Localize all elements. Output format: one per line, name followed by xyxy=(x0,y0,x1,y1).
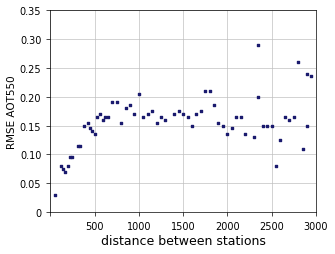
Point xyxy=(229,127,234,131)
Point xyxy=(291,115,296,119)
Point xyxy=(189,124,195,128)
Point xyxy=(136,92,141,97)
Point xyxy=(207,89,212,93)
Point xyxy=(92,133,97,137)
Point xyxy=(154,121,159,125)
Point xyxy=(123,107,128,111)
Point xyxy=(304,72,310,76)
Point xyxy=(242,133,248,137)
Point xyxy=(141,115,146,119)
Point xyxy=(163,118,168,122)
Point xyxy=(286,118,292,122)
Point xyxy=(60,167,65,171)
Point xyxy=(278,138,283,142)
Point xyxy=(65,164,71,168)
Point xyxy=(211,104,217,108)
Point xyxy=(203,89,208,93)
Point xyxy=(264,124,270,128)
Point xyxy=(67,156,72,160)
Point xyxy=(304,124,310,128)
Point xyxy=(181,113,186,117)
Point xyxy=(58,164,64,168)
Point xyxy=(282,115,287,119)
Point xyxy=(198,110,203,114)
Point xyxy=(78,144,83,148)
Point xyxy=(100,118,105,122)
Point xyxy=(132,113,137,117)
Point xyxy=(103,115,108,119)
X-axis label: distance between stations: distance between stations xyxy=(100,234,266,247)
Point xyxy=(97,113,103,117)
Point xyxy=(238,115,243,119)
Point xyxy=(300,147,305,151)
Point xyxy=(295,61,301,65)
Point xyxy=(70,156,75,160)
Point xyxy=(94,115,100,119)
Point xyxy=(105,115,111,119)
Point xyxy=(114,101,119,105)
Point xyxy=(233,115,239,119)
Point xyxy=(176,110,181,114)
Point xyxy=(127,104,133,108)
Point xyxy=(220,124,225,128)
Point xyxy=(158,115,164,119)
Point xyxy=(110,101,115,105)
Y-axis label: RMSE AOT550: RMSE AOT550 xyxy=(7,75,17,148)
Point xyxy=(89,130,95,134)
Point xyxy=(185,115,190,119)
Point xyxy=(63,170,68,174)
Point xyxy=(269,124,274,128)
Point xyxy=(52,193,58,197)
Point xyxy=(309,75,314,79)
Point xyxy=(172,113,177,117)
Point xyxy=(251,136,257,140)
Point xyxy=(194,113,199,117)
Point xyxy=(260,124,265,128)
Point xyxy=(81,124,87,128)
Point xyxy=(256,95,261,99)
Point xyxy=(119,121,124,125)
Point xyxy=(256,43,261,47)
Point xyxy=(145,113,150,117)
Point xyxy=(87,127,93,131)
Point xyxy=(273,164,279,168)
Point xyxy=(85,121,90,125)
Point xyxy=(216,121,221,125)
Point xyxy=(149,110,155,114)
Point xyxy=(225,133,230,137)
Point xyxy=(75,144,80,148)
